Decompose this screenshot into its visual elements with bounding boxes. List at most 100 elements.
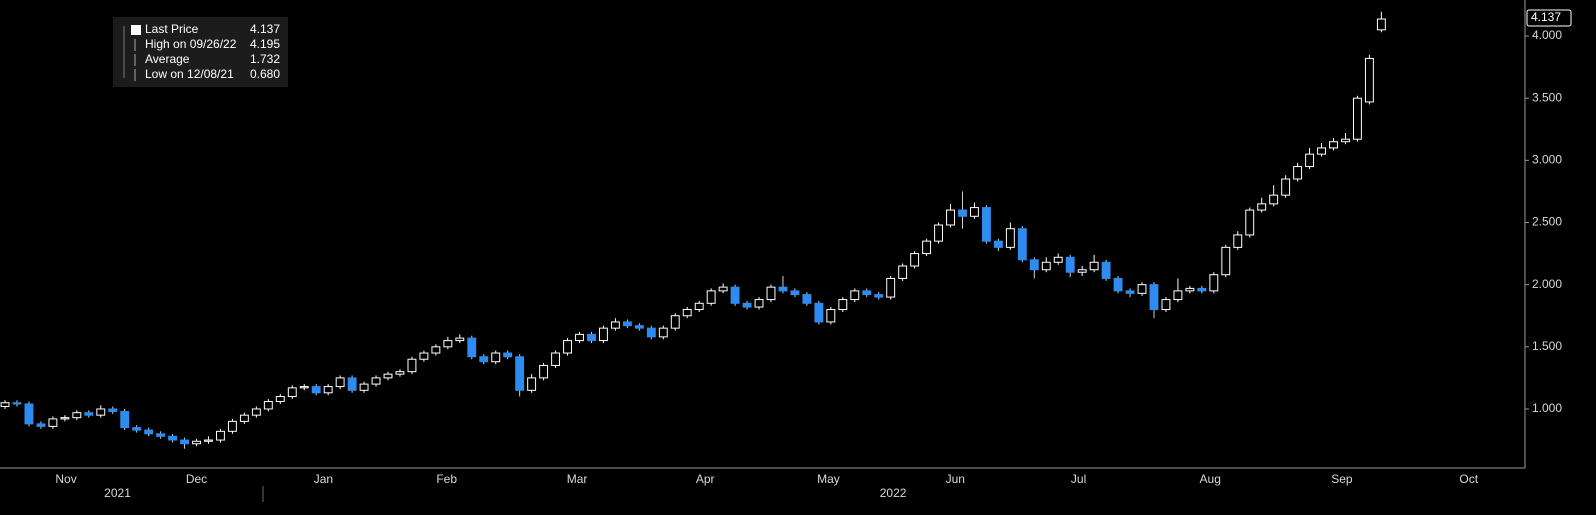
candle-body bbox=[1029, 259, 1039, 271]
candle-body bbox=[658, 327, 668, 338]
candle-body bbox=[287, 387, 297, 398]
candle-body bbox=[634, 325, 644, 329]
candle-body bbox=[1376, 18, 1386, 31]
legend-label: Average bbox=[145, 52, 190, 66]
candle-body bbox=[1364, 57, 1374, 103]
candle-body bbox=[790, 290, 800, 296]
candle-body bbox=[1245, 209, 1255, 236]
candle-body bbox=[132, 427, 142, 431]
candle-body bbox=[706, 290, 716, 304]
candle-body bbox=[694, 302, 704, 311]
candle-body bbox=[323, 386, 333, 394]
candle-body bbox=[730, 286, 740, 304]
candle-body bbox=[1221, 246, 1231, 276]
candle-body bbox=[874, 294, 884, 298]
x-tick-label: Apr bbox=[696, 472, 715, 486]
candle-body bbox=[144, 429, 154, 435]
candle-body bbox=[407, 358, 417, 373]
x-tick-label: May bbox=[817, 472, 840, 486]
candle-body bbox=[970, 207, 979, 217]
candle-body bbox=[503, 352, 513, 358]
candle-body bbox=[922, 240, 932, 255]
candle-body bbox=[1185, 287, 1195, 292]
candle-body bbox=[610, 321, 620, 329]
candle-body bbox=[156, 433, 166, 437]
candle-body bbox=[0, 402, 10, 407]
x-tick-label: Jan bbox=[314, 472, 333, 486]
candle-body bbox=[993, 240, 1003, 248]
y-tick-label: 2.000 bbox=[1532, 277, 1562, 291]
candle-body bbox=[946, 209, 955, 226]
candle-body bbox=[1269, 194, 1279, 205]
legend-swatch bbox=[131, 25, 141, 35]
candle-body bbox=[1209, 274, 1219, 292]
x-tick-label: Jul bbox=[1071, 472, 1086, 486]
candle-body bbox=[275, 396, 285, 402]
candle-body bbox=[1137, 284, 1147, 294]
candle-body bbox=[1257, 203, 1267, 211]
last-price-label: 4.137 bbox=[1531, 10, 1561, 24]
candle-body bbox=[778, 286, 788, 292]
candle-body bbox=[180, 439, 190, 445]
x-tick-label: Feb bbox=[436, 472, 457, 486]
candle-body bbox=[1233, 234, 1243, 248]
candle-body bbox=[263, 400, 273, 410]
candle-body bbox=[204, 439, 213, 442]
candle-body bbox=[1197, 287, 1207, 292]
candle-body bbox=[598, 327, 608, 342]
candle-body bbox=[826, 309, 836, 323]
candle-body bbox=[527, 377, 537, 391]
candle-body bbox=[24, 403, 34, 425]
candle-body bbox=[1077, 269, 1087, 273]
candle-body bbox=[1161, 299, 1171, 311]
candle-body bbox=[216, 430, 225, 441]
candle-body bbox=[168, 435, 178, 441]
candle-body bbox=[575, 333, 584, 342]
x-tick-label: Oct bbox=[1459, 472, 1478, 486]
candle-body bbox=[1041, 261, 1051, 271]
candle-body bbox=[299, 386, 309, 389]
candle-body bbox=[802, 294, 812, 304]
candle-body bbox=[1089, 261, 1099, 271]
legend-value: 0.680 bbox=[250, 67, 280, 81]
legend-label: High on 09/26/22 bbox=[145, 37, 237, 51]
legend-value: 1.732 bbox=[250, 52, 280, 66]
candle-body bbox=[347, 377, 357, 391]
candle-body bbox=[850, 290, 860, 301]
legend-value: 4.195 bbox=[250, 37, 280, 51]
candle-body bbox=[467, 337, 477, 358]
candle-body bbox=[108, 408, 118, 412]
candle-body bbox=[754, 299, 764, 308]
candle-body bbox=[886, 277, 896, 298]
y-tick-label: 1.000 bbox=[1532, 401, 1562, 415]
year-label: 2022 bbox=[880, 486, 907, 500]
candle-body bbox=[1101, 261, 1111, 279]
candle-body bbox=[1053, 256, 1063, 263]
candle-body bbox=[1149, 284, 1159, 311]
candle-body bbox=[1017, 228, 1027, 261]
legend-box bbox=[113, 17, 288, 87]
candle-body bbox=[838, 299, 848, 311]
candle-body bbox=[539, 364, 549, 379]
candle-body bbox=[36, 423, 46, 427]
candle-body bbox=[431, 346, 441, 354]
candle-body bbox=[1113, 277, 1123, 292]
year-label: 2021 bbox=[104, 486, 131, 500]
candle-body bbox=[371, 377, 381, 385]
candle-body bbox=[1293, 166, 1303, 180]
candle-body bbox=[419, 352, 429, 360]
candle-body bbox=[395, 371, 405, 375]
candle-body bbox=[60, 417, 70, 420]
candle-body bbox=[766, 286, 776, 301]
candle-body bbox=[120, 410, 130, 429]
candle-body bbox=[981, 207, 991, 242]
candle-body bbox=[1341, 138, 1350, 143]
candle-body bbox=[311, 386, 321, 394]
candle-body bbox=[1173, 290, 1183, 301]
legend: Last Price 4.137 High on 09/26/22 4.195 Aver… bbox=[113, 17, 288, 87]
candle-body bbox=[84, 412, 94, 416]
candle-body bbox=[814, 302, 824, 323]
candle-body bbox=[48, 418, 58, 427]
x-tick-label: Mar bbox=[567, 472, 588, 486]
candle-body bbox=[443, 340, 453, 348]
